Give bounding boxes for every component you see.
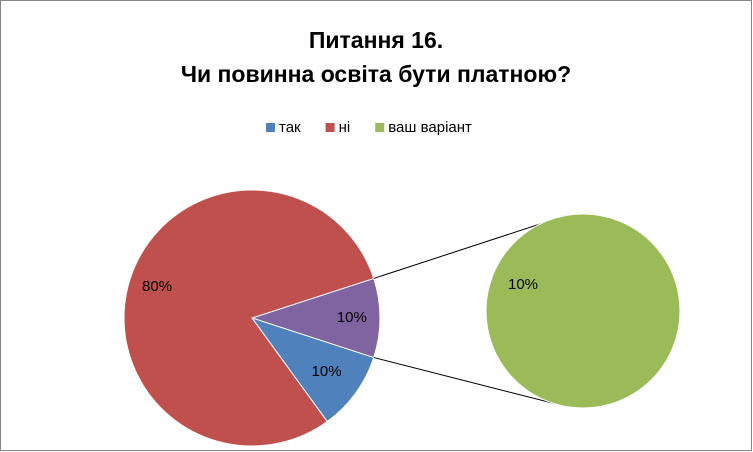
pie-slice [250,317,375,423]
data-label: 80% [142,278,172,295]
legend-swatch [325,123,335,132]
legend: так ні ваш варіант [266,119,472,136]
secondary-pie-slice [485,213,681,409]
legend-label: так [279,119,301,136]
pie-slice [123,189,375,447]
pie-slice [250,277,381,359]
connector-line [373,214,567,279]
data-label: 10% [508,276,538,293]
legend-swatch [266,123,275,132]
chart-title: Чи повинна освіта бути платною? [181,61,571,87]
legend-label: ні [339,119,351,136]
data-label: 10% [337,309,367,326]
legend-swatch [375,123,385,132]
data-label: 10% [312,363,342,380]
chart-title: Питання 16. [309,27,443,53]
legend-label: ваш варіант [388,119,472,136]
connector-line [373,357,567,408]
